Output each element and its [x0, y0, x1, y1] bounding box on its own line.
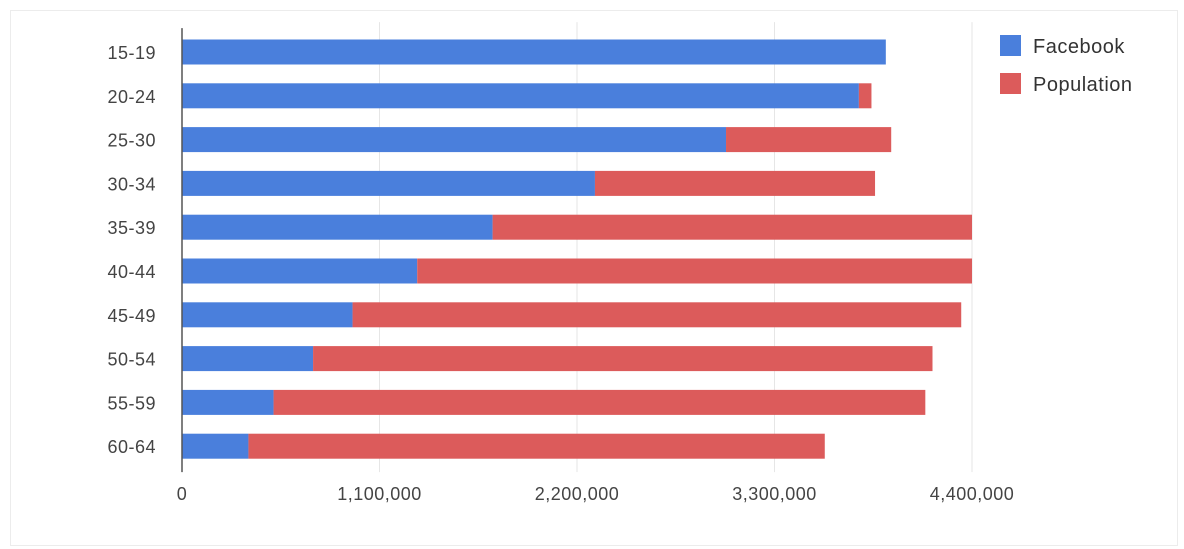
category-label: 15-19: [107, 43, 156, 63]
x-tick-label: 0: [177, 484, 188, 504]
legend-label-population[interactable]: Population: [1033, 74, 1133, 96]
bar-facebook-45-49[interactable]: [182, 302, 353, 328]
x-tick-label: 2,200,000: [535, 484, 620, 504]
legend-swatch-population: [1000, 73, 1021, 94]
axes: 15-19 20-24 25-30 30-34 35-39 40-44 45-49 50-54…: [107, 28, 1014, 504]
bar-facebook-50-54[interactable]: [182, 346, 314, 372]
bar-population-55-59[interactable]: [273, 389, 926, 415]
x-tick-label: 3,300,000: [732, 484, 817, 504]
bar-population-60-64[interactable]: [248, 433, 825, 459]
x-tick-label: 1,100,000: [337, 484, 422, 504]
bar-population-30-34[interactable]: [594, 170, 876, 196]
bar-facebook-25-30[interactable]: [182, 127, 727, 153]
category-label: 35-39: [107, 218, 156, 238]
category-label: 60-64: [107, 437, 156, 457]
bar-population-35-39[interactable]: [492, 214, 972, 240]
bar-facebook-15-19[interactable]: [182, 39, 886, 65]
category-label: 50-54: [107, 350, 156, 370]
bar-population-25-30[interactable]: [726, 127, 892, 153]
bar-population-20-24[interactable]: [858, 83, 872, 109]
bar-facebook-60-64[interactable]: [182, 433, 249, 459]
category-label: 45-49: [107, 306, 156, 326]
bar-population-45-49[interactable]: [352, 302, 962, 328]
x-tick-label: 4,400,000: [930, 484, 1015, 504]
bar-facebook-40-44[interactable]: [182, 258, 418, 284]
bar-facebook-30-34[interactable]: [182, 170, 595, 196]
legend[interactable]: Facebook Population: [1000, 35, 1133, 96]
category-label: 25-30: [107, 131, 156, 151]
category-label: 30-34: [107, 174, 156, 194]
category-label: 40-44: [107, 262, 156, 282]
category-label: 20-24: [107, 87, 156, 107]
bars: [182, 39, 972, 459]
bar-population-50-54[interactable]: [313, 346, 933, 372]
bar-facebook-55-59[interactable]: [182, 389, 274, 415]
bar-population-40-44[interactable]: [417, 258, 972, 284]
bar-facebook-35-39[interactable]: [182, 214, 493, 240]
category-label: 55-59: [107, 393, 156, 413]
legend-label-facebook[interactable]: Facebook: [1033, 36, 1125, 58]
bar-facebook-20-24[interactable]: [182, 83, 859, 109]
legend-swatch-facebook: [1000, 35, 1021, 56]
